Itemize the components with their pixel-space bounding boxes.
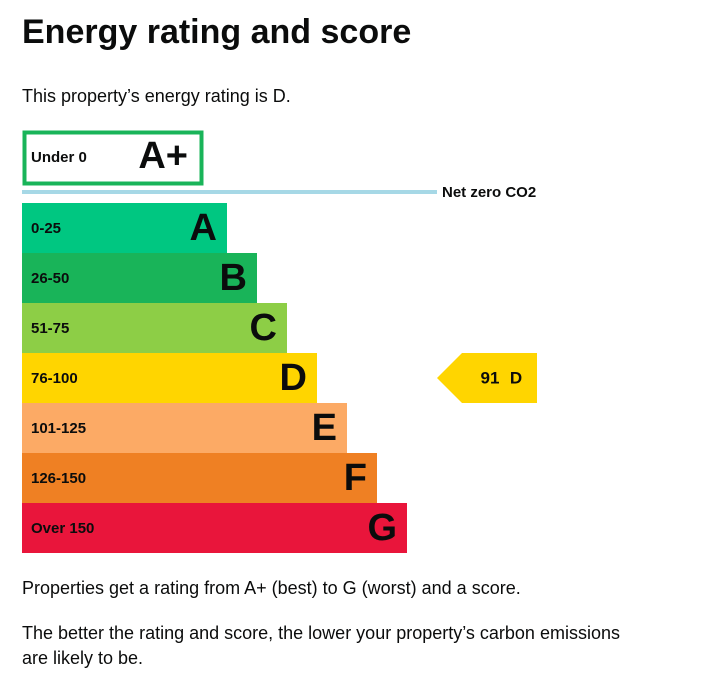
band-range: 126-150 — [31, 470, 86, 487]
current-rating-marker — [437, 353, 537, 403]
band-range: Over 150 — [31, 520, 94, 537]
band-range: 51-75 — [31, 320, 69, 337]
rating-band — [22, 403, 347, 453]
band-rating: F — [344, 457, 367, 499]
note-text: Properties get a rating from A+ (best) t… — [22, 578, 521, 598]
top-band-rating: A+ — [138, 135, 188, 177]
band-range: 26-50 — [31, 270, 69, 287]
net-zero-label: Net zero CO2 — [442, 184, 536, 201]
top-band-range: Under 0 — [31, 149, 87, 166]
rating-band — [22, 503, 407, 553]
band-rating: C — [250, 307, 277, 349]
band-range: 101-125 — [31, 420, 86, 437]
band-rating: D — [280, 357, 307, 399]
band-rating: G — [367, 507, 397, 549]
rating-bands: 0-25 A 26-50 B 51-75 C 76-100 D 101-125 E 126-150 F… — [22, 203, 407, 553]
current-score: 91 — [481, 368, 500, 387]
rating-band — [22, 303, 287, 353]
band-rating: A — [190, 207, 217, 249]
band-rating: B — [220, 257, 247, 299]
current-rating: D — [510, 368, 522, 387]
band-range: 0-25 — [31, 220, 61, 237]
band-range: 76-100 — [31, 370, 78, 387]
heading: Energy rating and score — [22, 13, 411, 51]
rating-band — [22, 453, 377, 503]
rating-band — [22, 353, 317, 403]
intro-text: This property’s energy rating is D. — [22, 86, 291, 106]
rating-band — [22, 253, 257, 303]
rating-band — [22, 203, 227, 253]
note-text: are likely to be. — [22, 648, 143, 668]
top-band-box — [22, 130, 204, 186]
band-rating: E — [312, 407, 337, 449]
note-text: The better the rating and score, the low… — [22, 623, 620, 643]
